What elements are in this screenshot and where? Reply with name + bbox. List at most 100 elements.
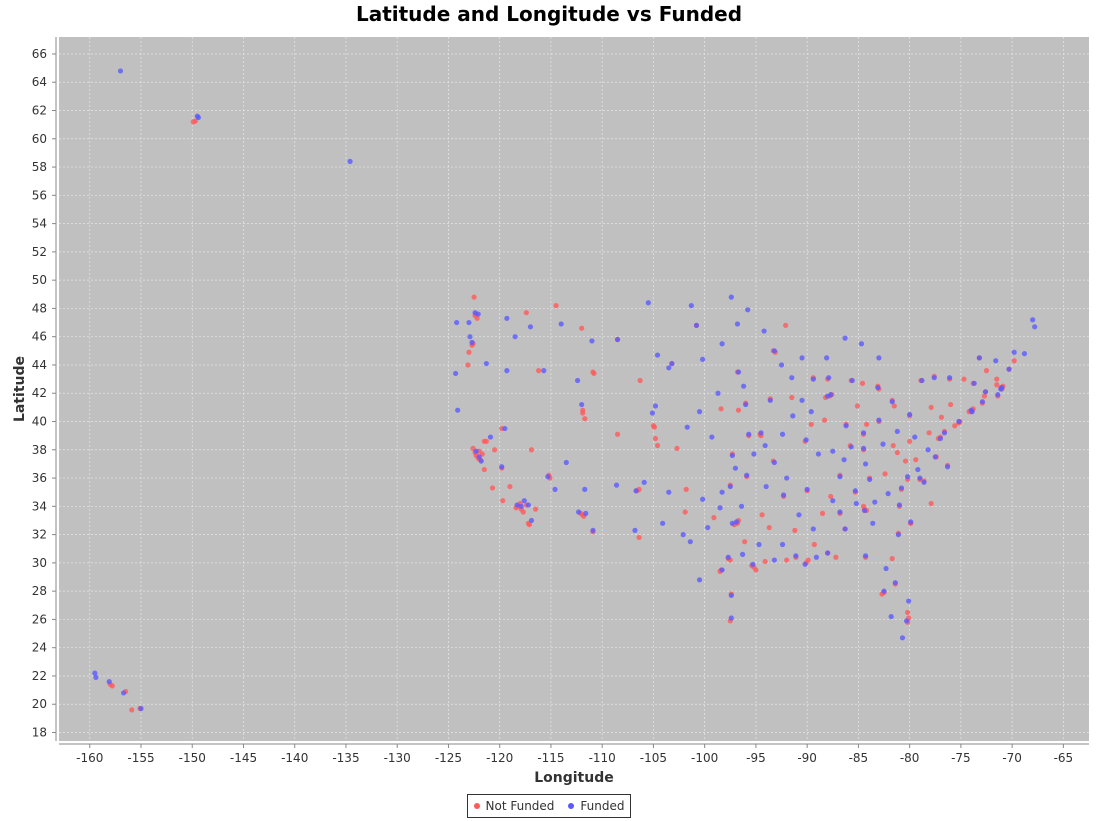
y-tick-label: 66: [32, 47, 47, 61]
point-not-funded: [808, 421, 814, 427]
point-funded: [632, 527, 638, 533]
point-funded: [583, 510, 589, 517]
point-funded: [738, 503, 745, 509]
point-funded: [979, 399, 986, 405]
point-funded: [944, 464, 951, 470]
point-funded: [719, 567, 725, 573]
y-tick-label: 44: [32, 358, 47, 372]
point-funded: [654, 352, 661, 358]
point-funded: [705, 524, 711, 531]
point-funded: [1032, 324, 1038, 330]
point-funded: [502, 425, 508, 432]
point-funded: [904, 474, 911, 480]
point-funded: [483, 360, 489, 367]
plot-area: [59, 37, 1089, 741]
point-funded: [810, 526, 816, 532]
point-funded: [813, 554, 819, 560]
point-not-funded: [994, 376, 1000, 382]
point-funded: [843, 423, 849, 429]
point-funded: [837, 474, 843, 480]
point-not-funded: [762, 558, 768, 565]
point-funded: [751, 451, 757, 457]
point-not-funded: [483, 438, 489, 444]
point-funded: [815, 451, 822, 457]
point-funded: [684, 424, 690, 430]
x-tick-label: -120: [486, 751, 513, 765]
point-not-funded: [553, 302, 559, 309]
legend-marker-not-funded: [473, 803, 480, 809]
point-funded: [744, 472, 750, 478]
point-funded: [778, 362, 785, 368]
point-funded: [467, 334, 473, 340]
point-funded: [649, 410, 656, 416]
point-funded: [888, 613, 894, 620]
point-funded: [883, 565, 889, 572]
point-funded: [92, 670, 98, 676]
point-not-funded: [532, 506, 539, 512]
x-tick-label: -75: [951, 751, 971, 765]
y-tick-label: 40: [32, 415, 47, 429]
point-funded: [518, 503, 524, 509]
point-funded: [931, 375, 937, 381]
y-tick-label: 64: [32, 75, 47, 89]
point-funded: [700, 496, 706, 502]
point-not-funded: [735, 407, 742, 413]
legend: Not Funded Funded: [467, 794, 631, 818]
point-not-funded: [784, 557, 790, 563]
point-funded: [837, 509, 843, 515]
point-funded: [908, 519, 914, 525]
point-funded: [919, 377, 925, 384]
legend-label-not-funded: Not Funded: [485, 799, 555, 813]
point-funded: [880, 441, 886, 447]
point-funded: [545, 474, 551, 480]
x-tick-label: -90: [797, 751, 817, 765]
x-tick-label: -155: [127, 751, 154, 765]
x-tick-label: -135: [332, 751, 359, 765]
point-funded: [558, 321, 564, 327]
point-not-funded: [981, 393, 988, 399]
point-not-funded: [636, 534, 642, 541]
point-not-funded: [766, 524, 772, 531]
point-funded: [652, 403, 659, 409]
point-not-funded: [854, 403, 860, 409]
point-funded: [969, 409, 975, 415]
point-not-funded: [928, 500, 934, 507]
point-funded: [504, 368, 510, 374]
point-funded: [746, 431, 752, 437]
point-funded: [1021, 351, 1028, 357]
y-tick-label: 20: [32, 697, 47, 711]
point-not-funded: [859, 380, 866, 386]
point-funded: [563, 459, 569, 466]
point-not-funded: [582, 416, 588, 422]
point-not-funded: [948, 401, 954, 408]
point-not-funded: [192, 118, 198, 124]
point-funded: [579, 401, 585, 408]
point-not-funded: [783, 322, 789, 328]
point-funded: [195, 114, 201, 121]
point-funded: [830, 498, 836, 504]
y-tick-label: 26: [32, 612, 47, 626]
point-not-funded: [902, 458, 909, 464]
point-funded: [478, 458, 484, 464]
y-tick-label: 30: [32, 556, 47, 570]
point-funded: [741, 383, 747, 389]
point-funded: [728, 592, 734, 598]
y-tick-label: 50: [32, 273, 47, 287]
x-tick-label: -70: [1002, 751, 1022, 765]
point-not-funded: [913, 457, 919, 463]
point-funded: [906, 598, 912, 604]
point-funded: [106, 679, 112, 685]
point-funded: [867, 476, 873, 483]
point-funded: [784, 475, 790, 481]
point-not-funded: [926, 430, 932, 436]
point-funded: [872, 499, 878, 505]
x-tick-label: -150: [179, 751, 206, 765]
point-funded: [802, 561, 808, 567]
y-tick-label: 52: [32, 245, 47, 259]
point-funded: [454, 319, 460, 326]
point-not-funded: [491, 447, 498, 453]
x-tick-label: -85: [849, 751, 869, 765]
point-not-funded: [654, 442, 661, 449]
point-funded: [762, 442, 768, 449]
